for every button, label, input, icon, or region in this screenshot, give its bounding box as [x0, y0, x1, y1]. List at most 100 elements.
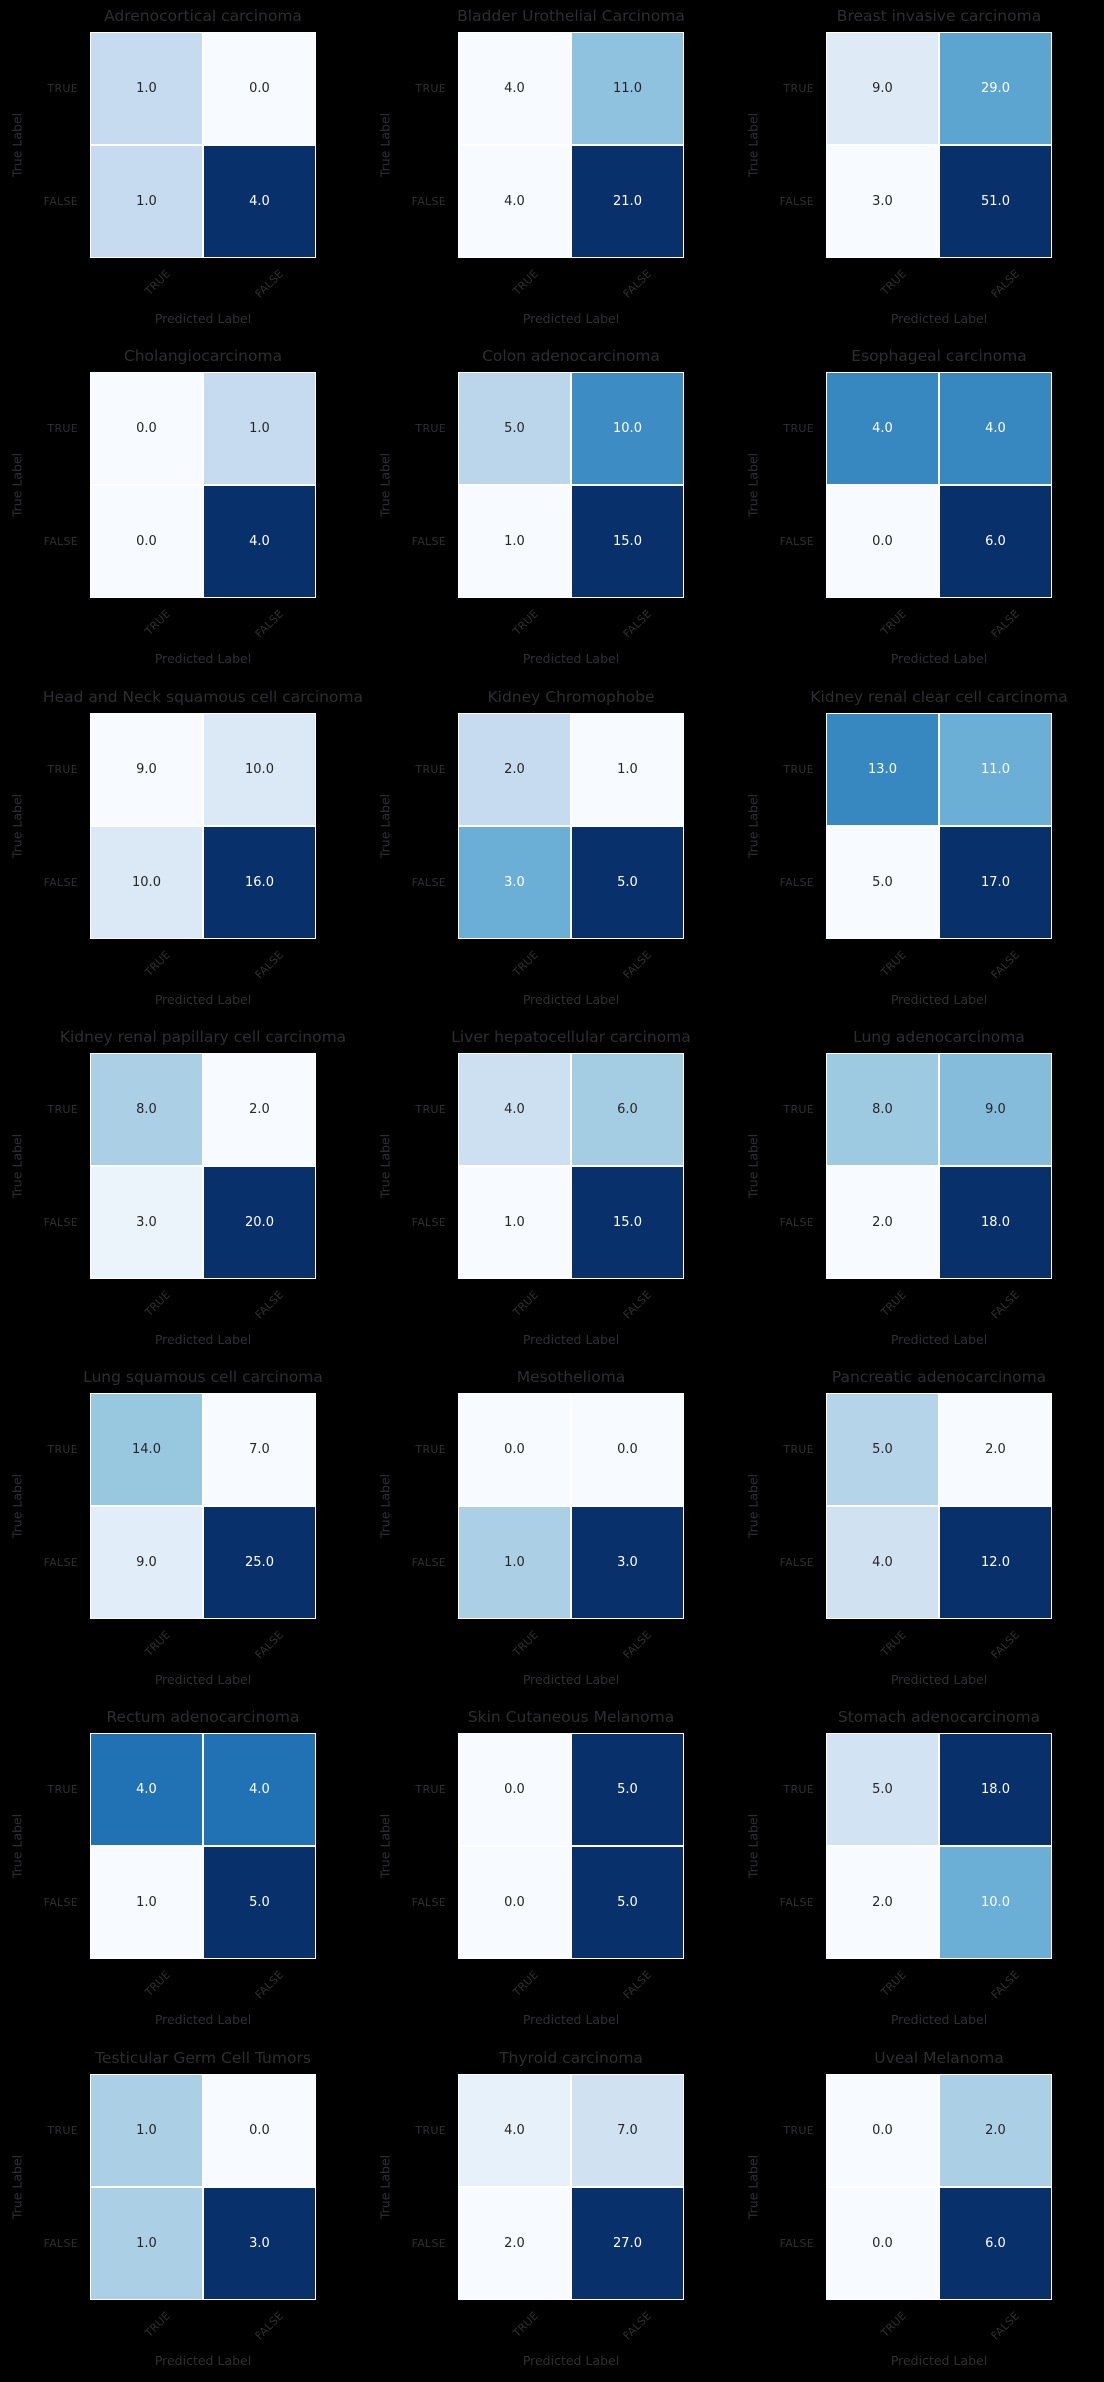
heatmap-cell: 7.0	[204, 1394, 315, 1505]
heatmap-cell: 0.0	[204, 2075, 315, 2186]
y-axis-label: True Label	[745, 452, 761, 518]
heatmap: 5.0 2.0 4.0 12.0	[826, 1393, 1052, 1619]
heatmap-cell: 1.0	[572, 714, 683, 825]
y-axis-label: True Label	[377, 1473, 393, 1539]
heatmap: 4.0 4.0 0.0 6.0	[826, 372, 1052, 598]
x-tick-label-false: FALSE	[988, 1288, 1023, 1322]
heatmap-cell: 1.0	[91, 146, 202, 257]
heatmap-cell: 5.0	[572, 827, 683, 938]
heatmap-cell: 1.0	[459, 486, 570, 597]
y-axis-label: True Label	[377, 793, 393, 859]
heatmap-cell: 8.0	[827, 1054, 938, 1165]
subplot-title: Breast invasive carcinoma	[836, 7, 1042, 25]
y-axis-label: True Label	[9, 112, 25, 178]
x-tick-label-false: FALSE	[620, 267, 655, 301]
heatmap-cell: 18.0	[940, 1167, 1051, 1278]
subplot-title: Testicular Germ Cell Tumors	[95, 2049, 311, 2067]
y-tick-label-false: FALSE	[779, 535, 814, 548]
subplot-title: Esophageal carcinoma	[851, 347, 1027, 365]
y-axis-label: True Label	[377, 112, 393, 178]
y-tick-label-true: TRUE	[47, 1443, 78, 1456]
y-tick-label-true: TRUE	[47, 422, 78, 435]
heatmap-cell: 21.0	[572, 146, 683, 257]
y-tick-label-true: TRUE	[415, 2124, 446, 2137]
y-tick-label-true: TRUE	[783, 422, 814, 435]
heatmap-cell: 2.0	[827, 1847, 938, 1958]
heatmap: 0.0 1.0 0.0 4.0	[90, 372, 316, 598]
subplot-title: Liver hepatocellular carcinoma	[451, 1028, 691, 1046]
x-tick-label-false: FALSE	[988, 1968, 1023, 2002]
y-tick-label-false: FALSE	[411, 2237, 446, 2250]
heatmap-cell: 1.0	[91, 2188, 202, 2299]
y-axis-label: True Label	[377, 452, 393, 518]
y-tick-label-true: TRUE	[47, 1783, 78, 1796]
x-tick-label-false: FALSE	[988, 267, 1023, 301]
confusion-matrix-subplot: Cholangiocarcinoma True Label TRUE FALSE 0.0…	[0, 340, 368, 681]
heatmap-cell: 2.0	[827, 1167, 938, 1278]
heatmap-cell: 3.0	[827, 146, 938, 257]
x-tick-label-false: FALSE	[988, 2309, 1023, 2343]
subplot-title: Lung squamous cell carcinoma	[83, 1368, 323, 1386]
x-axis-label: Predicted Label	[890, 992, 988, 1007]
y-tick-label-true: TRUE	[415, 422, 446, 435]
heatmap-cell: 3.0	[459, 827, 570, 938]
heatmap-cell: 6.0	[940, 486, 1051, 597]
heatmap: 8.0 9.0 2.0 18.0	[826, 1053, 1052, 1279]
heatmap-cell: 2.0	[940, 1394, 1051, 1505]
y-axis-label: True Label	[9, 1133, 25, 1199]
heatmap-cell: 29.0	[940, 33, 1051, 144]
x-tick-label-false: FALSE	[620, 607, 655, 641]
y-tick-label-false: FALSE	[43, 1896, 78, 1909]
heatmap-cell: 0.0	[827, 2075, 938, 2186]
heatmap-cell: 10.0	[204, 714, 315, 825]
heatmap: 8.0 2.0 3.0 20.0	[90, 1053, 316, 1279]
y-tick-label-false: FALSE	[779, 876, 814, 889]
subplot-title: Stomach adenocarcinoma	[837, 1708, 1041, 1726]
y-axis-label: True Label	[9, 2154, 25, 2220]
y-axis-label: True Label	[9, 452, 25, 518]
x-tick-label-false: FALSE	[252, 607, 287, 641]
confusion-matrix-subplot: Testicular Germ Cell Tumors True Label TRU…	[0, 2042, 368, 2382]
y-tick-label-true: TRUE	[783, 763, 814, 776]
confusion-matrix-subplot: Pancreatic adenocarcinoma True Label TRUE F…	[736, 1361, 1104, 1702]
x-tick-label-true: TRUE	[510, 1288, 542, 1319]
confusion-matrix-subplot: Lung adenocarcinoma True Label TRUE FALSE 8.…	[736, 1021, 1104, 1362]
y-tick-label-false: FALSE	[411, 876, 446, 889]
heatmap-cell: 4.0	[940, 373, 1051, 484]
y-axis-label: True Label	[745, 1473, 761, 1539]
x-tick-label-true: TRUE	[878, 607, 910, 638]
heatmap: 5.0 10.0 1.0 15.0	[458, 372, 684, 598]
heatmap-cell: 4.0	[459, 2075, 570, 2186]
confusion-matrix-subplot: Mesothelioma True Label TRUE FALSE 0.0 0.0 1.0…	[368, 1361, 736, 1702]
heatmap: 0.0 5.0 0.0 5.0	[458, 1733, 684, 1959]
heatmap-cell: 4.0	[827, 373, 938, 484]
x-tick-label-true: TRUE	[878, 2309, 910, 2340]
x-tick-label-false: FALSE	[252, 1628, 287, 1662]
heatmap-cell: 5.0	[827, 827, 938, 938]
heatmap-cell: 3.0	[204, 2188, 315, 2299]
heatmap-cell: 10.0	[572, 373, 683, 484]
subplot-title: Uveal Melanoma	[874, 2049, 1004, 2067]
heatmap-cell: 18.0	[940, 1734, 1051, 1845]
subplot-title: Skin Cutaneous Melanoma	[467, 1708, 675, 1726]
y-axis-label: True Label	[745, 1813, 761, 1879]
x-tick-label-true: TRUE	[878, 1968, 910, 1999]
y-axis-label: True Label	[745, 2154, 761, 2220]
confusion-matrix-subplot: Thyroid carcinoma True Label TRUE FALSE 4.0 7…	[368, 2042, 736, 2382]
x-axis-label: Predicted Label	[890, 2012, 988, 2027]
x-axis-label: Predicted Label	[522, 2012, 620, 2027]
heatmap-cell: 0.0	[204, 33, 315, 144]
confusion-matrix-subplot: Skin Cutaneous Melanoma True Label TRUE FAL…	[368, 1701, 736, 2042]
x-tick-label-true: TRUE	[510, 1628, 542, 1659]
y-tick-label-false: FALSE	[411, 195, 446, 208]
confusion-matrix-subplot: Kidney renal papillary cell carcinoma Tru…	[0, 1021, 368, 1362]
y-tick-label-true: TRUE	[783, 1103, 814, 1116]
x-axis-label: Predicted Label	[154, 992, 252, 1007]
confusion-matrix-subplot: Stomach adenocarcinoma True Label TRUE FALS…	[736, 1701, 1104, 2042]
x-tick-label-true: TRUE	[878, 1628, 910, 1659]
heatmap: 4.0 6.0 1.0 15.0	[458, 1053, 684, 1279]
heatmap-cell: 10.0	[940, 1847, 1051, 1958]
y-axis-label: True Label	[377, 2154, 393, 2220]
heatmap-cell: 4.0	[459, 146, 570, 257]
